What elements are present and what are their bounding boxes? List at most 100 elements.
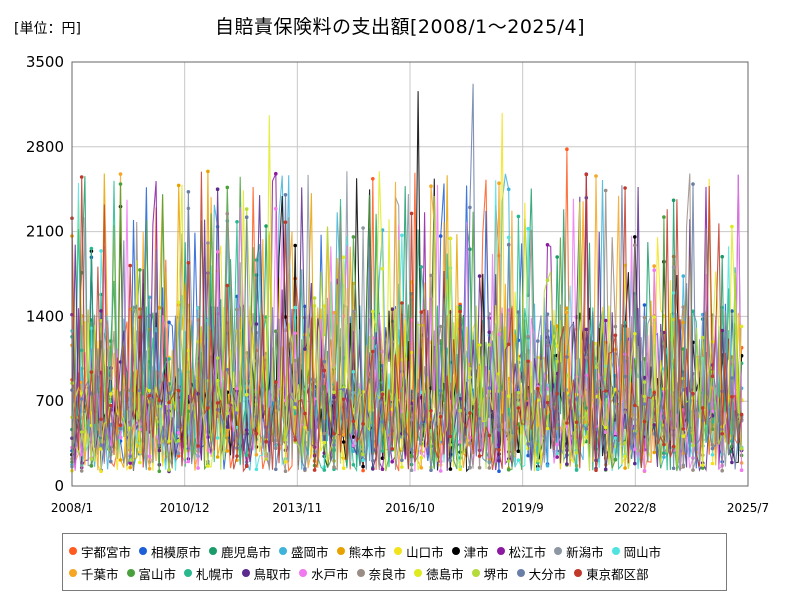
data-point [215,187,220,191]
legend-marker-icon [184,569,193,577]
data-point [497,181,501,185]
x-tick-label: 2008/1 [51,501,93,515]
data-point [390,307,395,312]
data-point [516,406,521,410]
data-point [409,447,414,452]
data-point [506,467,511,472]
legend-label: 松江市 [508,544,547,560]
legend-item: 津市 [451,540,489,562]
data-point [79,430,84,434]
data-point [176,451,181,456]
data-point [147,393,152,398]
data-point [332,465,336,469]
data-point [109,459,113,464]
data-point [235,407,239,412]
data-point [99,469,103,474]
data-point [652,418,656,423]
data-point [332,431,336,436]
data-point [545,400,550,405]
data-point [274,171,278,176]
data-point [109,376,113,381]
data-point [244,215,249,219]
data-point [215,250,220,254]
data-point [623,374,627,379]
data-point [312,296,317,300]
legend-label: 新潟市 [566,544,604,560]
data-point [633,447,637,451]
data-point [118,172,123,176]
data-point [293,411,298,416]
data-point [438,234,443,238]
data-point [157,448,162,453]
data-point [468,205,472,210]
data-point [516,214,521,219]
data-point [274,206,278,211]
data-point [254,258,259,262]
data-point [448,236,453,241]
data-point [652,268,656,273]
data-point [739,468,744,473]
legend-marker-icon [126,569,135,577]
legend-label: 水戸市 [311,566,349,582]
data-point [584,411,589,416]
data-point [681,465,686,469]
legend-marker-icon [69,569,77,577]
data-point [157,404,162,409]
data-point [730,376,734,380]
data-point [468,411,472,415]
data-point [555,359,559,364]
data-point [700,466,705,470]
data-point [264,457,268,461]
data-point [293,243,298,248]
data-point [215,455,220,459]
data-point [254,467,259,472]
legend-item: 千葉市 [69,562,119,584]
legend-label: 鹿児島市 [221,544,272,560]
data-point [206,241,210,245]
data-point [526,226,530,231]
data-point [691,443,695,448]
data-point [254,322,259,326]
data-point [332,443,336,447]
data-point [458,440,463,444]
data-point [633,332,637,336]
data-point [361,422,365,426]
data-point [642,469,647,473]
data-point [574,450,579,455]
data-point [400,233,404,238]
data-point [254,431,259,436]
data-point [468,367,472,371]
data-point [584,355,589,360]
data-point [720,328,724,333]
data-point [623,454,627,459]
legend-item: 松江市 [496,540,547,562]
data-point [642,419,647,424]
data-point [671,466,676,471]
data-point [215,356,220,360]
legend-marker-icon [279,547,288,555]
data-point [419,466,424,470]
data-point [720,305,724,310]
data-point [361,458,365,463]
data-point [283,315,288,319]
data-point [536,339,540,343]
unit-label: [単位：円] [14,21,81,37]
data-point [118,182,123,186]
data-point [303,347,307,351]
data-point [206,406,210,410]
data-point [293,305,298,310]
data-point [157,305,162,310]
data-point [730,309,734,313]
legend-label: 相模原市 [151,544,202,560]
data-point [351,309,356,314]
data-point [487,466,492,470]
data-point [361,468,365,473]
x-tick-label: 2010/12 [160,501,210,515]
data-point [89,457,94,461]
data-point [351,463,356,467]
data-point [671,265,676,270]
legend-label: 盛岡市 [291,544,329,560]
data-point [99,443,103,447]
data-point [128,461,132,465]
data-point [603,394,608,399]
